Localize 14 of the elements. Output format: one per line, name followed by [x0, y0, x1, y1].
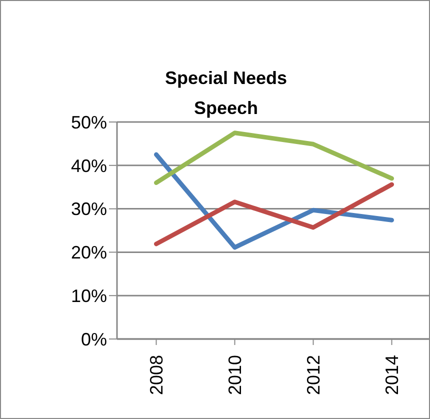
y-tick-label: 10% [70, 286, 107, 306]
x-tick-label: 2014 [382, 355, 402, 396]
x-tick-label: 2010 [224, 355, 245, 396]
y-tick-label: 20% [70, 242, 107, 263]
y-tick-label: 0% [80, 329, 107, 350]
x-tick-label: 2012 [303, 355, 324, 396]
x-tick-label: 2008 [146, 355, 166, 396]
y-tick-label: 40% [70, 156, 107, 176]
chart-title: Special Needs Speech [164, 67, 288, 120]
line-series [154, 152, 394, 250]
line-series [154, 182, 394, 246]
y-tick-label: 30% [70, 199, 107, 220]
line-series [154, 130, 394, 186]
y-tick-label: 50% [70, 112, 107, 132]
